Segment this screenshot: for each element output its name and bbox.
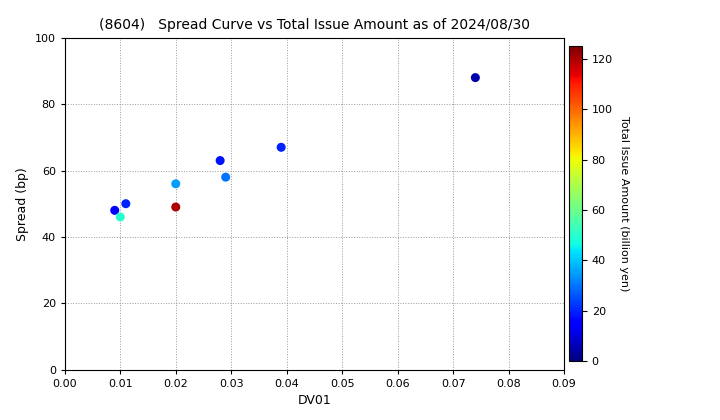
Point [114,214,126,220]
Point [276,144,287,151]
Point [170,181,181,187]
X-axis label: DV01: DV01 [297,394,331,407]
Point [469,74,481,81]
Point [170,204,181,210]
Y-axis label: Total Issue Amount (billion yen): Total Issue Amount (billion yen) [619,116,629,291]
Point [109,207,120,214]
Point [220,174,231,181]
Point [215,157,226,164]
Y-axis label: Spread (bp): Spread (bp) [17,167,30,241]
Point [120,200,132,207]
Title: (8604)   Spread Curve vs Total Issue Amount as of 2024/08/30: (8604) Spread Curve vs Total Issue Amoun… [99,18,530,32]
